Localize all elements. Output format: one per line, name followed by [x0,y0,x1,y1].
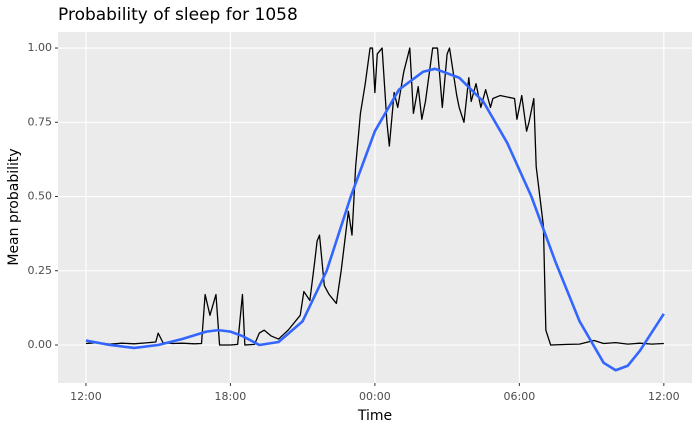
y-tick-label: 0.75 [28,115,53,128]
y-tick-label: 0.00 [28,338,53,351]
x-tick-label: 18:00 [215,390,247,403]
y-tick-label: 0.25 [28,264,53,277]
y-tick-label: 0.50 [28,190,53,203]
x-tick-label: 06:00 [504,390,536,403]
x-tick-label: 12:00 [70,390,102,403]
x-tick-label: 12:00 [648,390,680,403]
x-tick-label: 00:00 [359,390,391,403]
series-line [85,47,664,346]
x-axis-title: Time [357,408,392,424]
y-axis-title: Mean probability [6,148,22,265]
chart-title: Probability of sleep for 1058 [58,5,298,25]
y-tick-label: 1.00 [28,41,53,54]
series-line [85,67,665,372]
